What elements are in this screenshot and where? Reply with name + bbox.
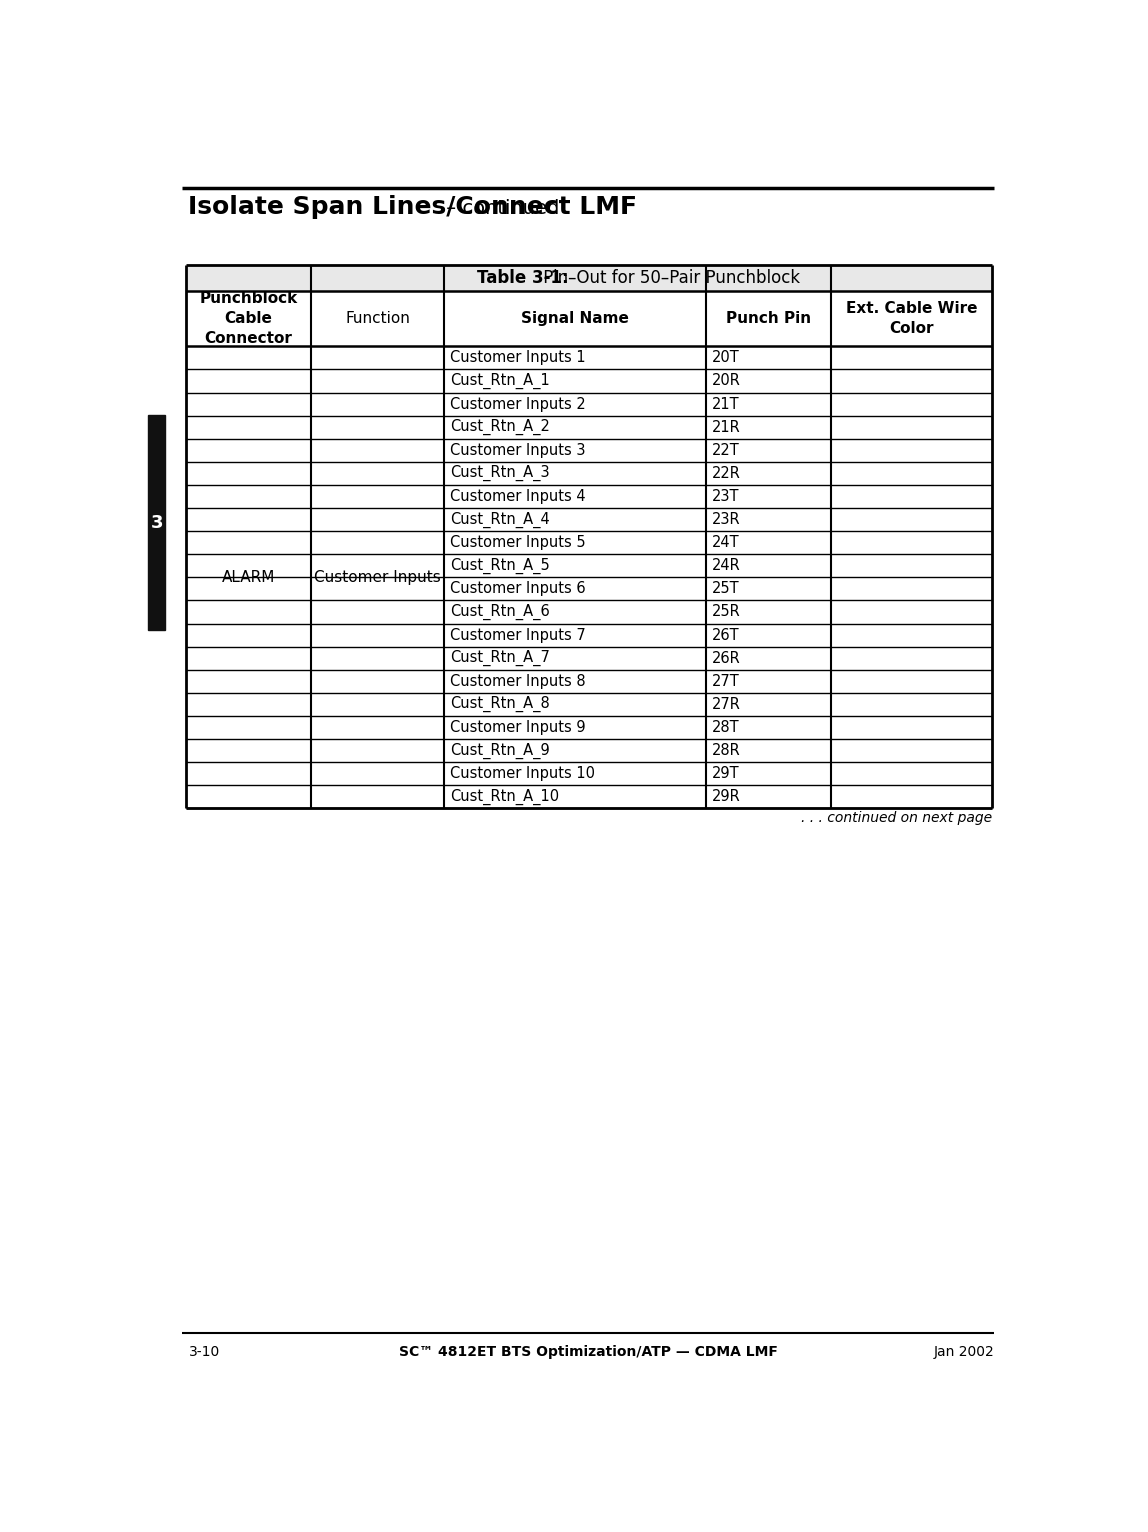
Bar	[148, 415, 165, 631]
Text: 20R: 20R	[712, 374, 742, 389]
Bar	[187, 265, 992, 291]
Text: . . . continued on next page: . . . continued on next page	[801, 812, 992, 826]
Text: Pin–Out for 50–Pair Punchblock: Pin–Out for 50–Pair Punchblock	[537, 268, 800, 286]
Text: 29T: 29T	[712, 766, 739, 781]
Text: Cust_Rtn_A_6: Cust_Rtn_A_6	[450, 604, 550, 620]
Text: 3: 3	[150, 513, 163, 532]
Text: Customer Inputs 2: Customer Inputs 2	[450, 397, 585, 412]
Text: 26R: 26R	[712, 651, 740, 666]
Text: 26T: 26T	[712, 628, 739, 642]
Text: 22T: 22T	[712, 443, 740, 458]
Text: Customer Inputs 10: Customer Inputs 10	[450, 766, 596, 781]
Text: Cust_Rtn_A_1: Cust_Rtn_A_1	[450, 372, 550, 389]
Text: Cust_Rtn_A_8: Cust_Rtn_A_8	[450, 696, 550, 712]
Text: 25R: 25R	[712, 605, 740, 619]
Text: 21R: 21R	[712, 420, 740, 435]
Text: 21T: 21T	[712, 397, 739, 412]
Text: Customer Inputs 7: Customer Inputs 7	[450, 628, 585, 642]
Text: 23R: 23R	[712, 512, 740, 527]
Text: 25T: 25T	[712, 581, 739, 596]
Text: Cust_Rtn_A_7: Cust_Rtn_A_7	[450, 650, 550, 666]
Text: Cust_Rtn_A_4: Cust_Rtn_A_4	[450, 512, 550, 527]
Text: Ext. Cable Wire
Color: Ext. Cable Wire Color	[846, 302, 977, 336]
Text: Table 3-1:: Table 3-1:	[478, 268, 569, 286]
Text: 28T: 28T	[712, 720, 739, 735]
Text: Signal Name: Signal Name	[521, 311, 629, 326]
Text: Punch Pin: Punch Pin	[726, 311, 810, 326]
Text: 27R: 27R	[712, 697, 742, 712]
Text: Customer Inputs: Customer Inputs	[315, 570, 441, 585]
Text: SC™ 4812ET BTS Optimization/ATP — CDMA LMF: SC™ 4812ET BTS Optimization/ATP — CDMA L…	[398, 1345, 778, 1359]
Text: 22R: 22R	[712, 466, 742, 481]
Text: Isolate Span Lines/Connect LMF: Isolate Span Lines/Connect LMF	[188, 196, 637, 219]
Text: Jan 2002: Jan 2002	[933, 1345, 994, 1359]
Text: Cust_Rtn_A_9: Cust_Rtn_A_9	[450, 743, 550, 758]
Text: ALARM: ALARM	[222, 570, 276, 585]
Text: Customer Inputs 6: Customer Inputs 6	[450, 581, 585, 596]
Text: Cust_Rtn_A_10: Cust_Rtn_A_10	[450, 789, 559, 804]
Text: 29R: 29R	[712, 789, 740, 804]
Text: 24T: 24T	[712, 535, 739, 550]
Text: 23T: 23T	[712, 489, 739, 504]
Text: Cust_Rtn_A_3: Cust_Rtn_A_3	[450, 466, 550, 481]
Text: Customer Inputs 4: Customer Inputs 4	[450, 489, 585, 504]
Text: 27T: 27T	[712, 674, 740, 689]
Text: Punchblock
Cable
Connector: Punchblock Cable Connector	[200, 291, 297, 346]
Text: – continued: – continued	[440, 199, 559, 218]
Text: Customer Inputs 9: Customer Inputs 9	[450, 720, 585, 735]
Text: Cust_Rtn_A_5: Cust_Rtn_A_5	[450, 558, 550, 574]
Text: Customer Inputs 1: Customer Inputs 1	[450, 351, 585, 365]
Text: Cust_Rtn_A_2: Cust_Rtn_A_2	[450, 420, 550, 435]
Text: Customer Inputs 8: Customer Inputs 8	[450, 674, 585, 689]
Text: Customer Inputs 3: Customer Inputs 3	[450, 443, 585, 458]
Text: 3-10: 3-10	[188, 1345, 219, 1359]
Text: 24R: 24R	[712, 558, 740, 573]
Text: 20T: 20T	[712, 351, 740, 365]
Text: 28R: 28R	[712, 743, 740, 758]
Text: Customer Inputs 5: Customer Inputs 5	[450, 535, 585, 550]
Text: Function: Function	[346, 311, 410, 326]
